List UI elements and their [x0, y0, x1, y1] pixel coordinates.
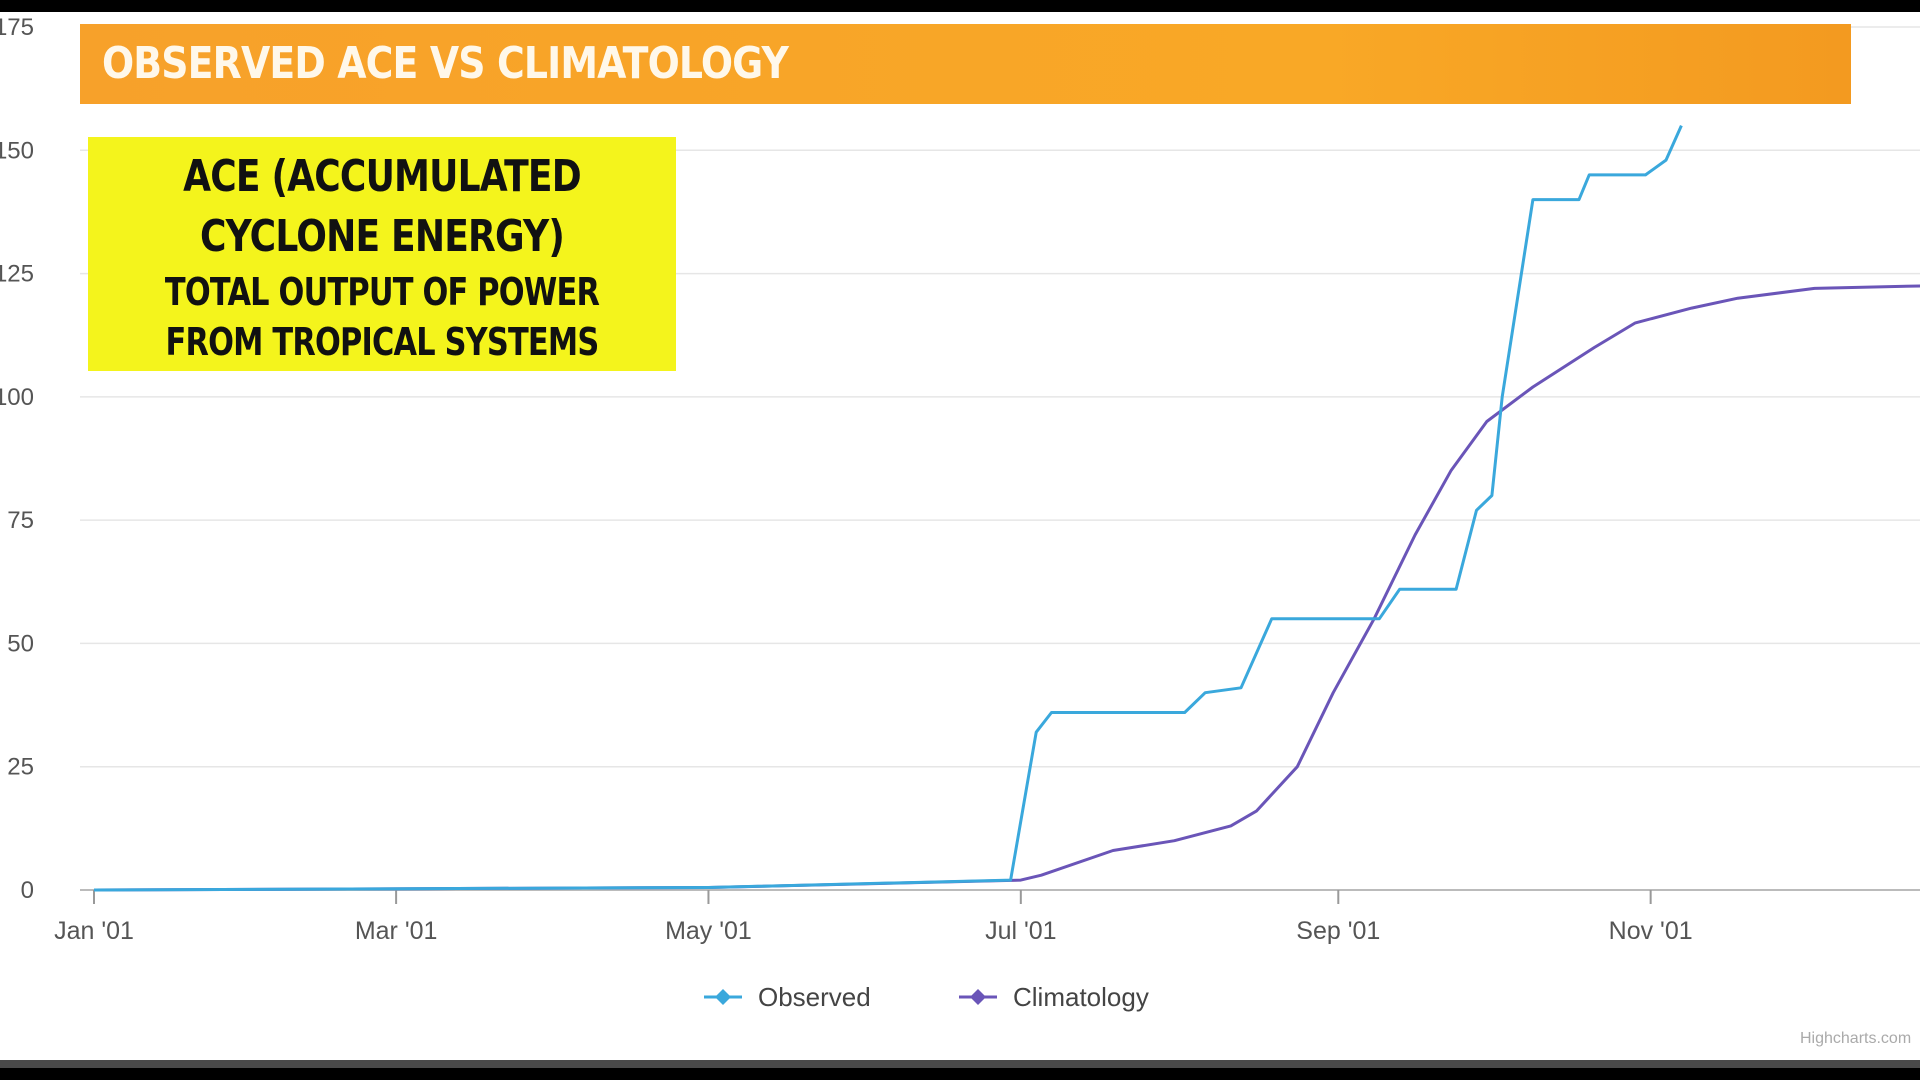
ace-definition-box: ACE (ACCUMULATED CYCLONE ENERGY) TOTAL O… — [88, 137, 676, 371]
chart-area: 0 25 50 75 100 125 150 175 Jan '01 Mar '01 May '0… — [0, 12, 1920, 1060]
note-line-4: FROM TROPICAL SYSTEMS — [165, 320, 600, 364]
series-line-climatology[interactable] — [93, 284, 1920, 892]
x-tick-label: Jan '01 — [54, 917, 134, 945]
highcharts-credit[interactable]: Highcharts.com — [1800, 1030, 1911, 1047]
x-tick-label: Mar '01 — [355, 917, 438, 945]
legend-label: Climatology — [1013, 982, 1149, 1012]
title-banner: OBSERVED ACE VS CLIMATOLOGY — [80, 24, 1851, 104]
y-tick-label: 50 — [7, 630, 34, 657]
series-line-observed[interactable] — [93, 124, 1683, 892]
note-line-2: CYCLONE ENERGY) — [199, 211, 565, 262]
note-line-3: TOTAL OUTPUT OF POWER — [164, 270, 600, 314]
diamond-marker-icon — [715, 989, 731, 1005]
x-tick-label: May '01 — [665, 917, 752, 945]
x-tick-label: Nov '01 — [1609, 917, 1693, 945]
x-tick-label: Sep '01 — [1296, 917, 1380, 945]
y-tick-label: 0 — [21, 877, 34, 904]
bottom-bar — [0, 1060, 1920, 1068]
y-tick-label: 125 — [0, 261, 34, 288]
y-tick-label: 100 — [0, 384, 34, 411]
note-line-1: ACE (ACCUMULATED — [183, 151, 582, 202]
legend-label: Observed — [758, 982, 871, 1012]
y-tick-label: 150 — [0, 137, 34, 164]
diamond-marker-icon — [970, 989, 986, 1005]
chart-title: OBSERVED ACE VS CLIMATOLOGY — [102, 38, 789, 89]
y-tick-label: 175 — [0, 14, 34, 41]
legend-item-observed[interactable]: Observed — [704, 982, 871, 1012]
legend-item-climatology[interactable]: Climatology — [959, 982, 1149, 1012]
x-tick-label: Jul '01 — [985, 917, 1056, 945]
y-tick-label: 25 — [7, 754, 34, 781]
y-tick-label: 75 — [7, 507, 34, 534]
